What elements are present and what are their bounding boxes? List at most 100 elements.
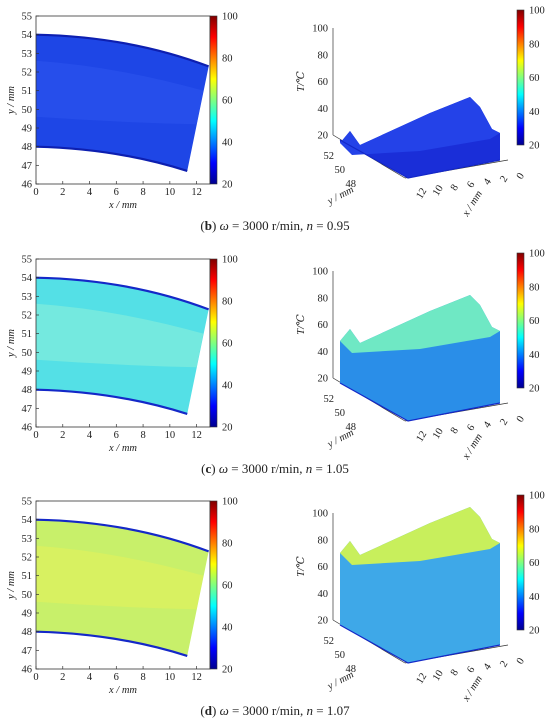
y-axis-label: y / mm: [6, 571, 17, 600]
y-tick-label: 52: [22, 553, 33, 564]
x3d-tick-label: 2: [498, 417, 510, 427]
colorbar-3d: [516, 9, 525, 146]
z-tick-label: 40: [318, 589, 329, 600]
y3d-tick-label: 48: [346, 422, 357, 433]
x3d-axis-label: x / mm: [460, 189, 485, 220]
z-tick-label: 100: [312, 509, 328, 520]
x-axis-label: x / mm: [108, 685, 137, 696]
y3d-tick-label: 50: [335, 165, 346, 176]
colorbar-3d-tick-label: 60: [529, 558, 540, 569]
x-tick-label: 4: [87, 430, 93, 441]
x-tick-label: 12: [191, 187, 202, 198]
x-axis-label: x / mm: [108, 200, 137, 211]
y-tick-label: 48: [22, 142, 33, 153]
colorbar-tick-label: 100: [222, 497, 238, 508]
x3d-tick-label: 8: [449, 183, 461, 193]
z-tick-label: 40: [318, 347, 329, 358]
colorbar-3d-tick-label: 100: [529, 6, 545, 17]
colorbar-3d-tick-label: 60: [529, 316, 540, 327]
x-tick-label: 10: [165, 430, 176, 441]
z-tick-label: 40: [318, 104, 329, 115]
x3d-tick-label: 4: [482, 661, 495, 672]
colorbar-3d: [516, 252, 525, 389]
y-tick-label: 53: [22, 534, 33, 545]
outer-edge: [35, 276, 210, 311]
caption: (d) ω = 3000 r/min, n = 1.07: [200, 703, 350, 718]
x3d-tick-label: 0: [515, 171, 527, 181]
y3d-axis-label: y / mm: [325, 669, 356, 693]
x3d-tick-label: 6: [465, 665, 477, 675]
colorbar-tick-label: 20: [222, 180, 233, 191]
x-tick-label: 6: [114, 187, 119, 198]
colorbar-3d-tick-label: 80: [529, 282, 540, 293]
y-tick-label: 48: [22, 385, 33, 396]
z-tick-label: 20: [318, 616, 329, 627]
y3d-tick-label: 52: [324, 636, 335, 647]
x-tick-label: 6: [114, 672, 119, 683]
caption: (c) ω = 3000 r/min, n = 1.05: [201, 461, 349, 476]
surface-top: [340, 97, 500, 155]
x3d-tick-label: 2: [498, 659, 510, 669]
x-axis-label: x / mm: [108, 443, 137, 454]
y3d-axis-label: y / mm: [325, 184, 356, 208]
colorbar-tick-label: 80: [222, 54, 233, 65]
colorbar-tick-label: 60: [222, 339, 233, 350]
y-tick-label: 53: [22, 49, 33, 60]
y3d-axis-label: y / mm: [325, 427, 356, 451]
colorbar-3d-tick-label: 40: [529, 350, 540, 361]
z-tick-label: 80: [318, 535, 329, 546]
colorbar-3d-tick-label: 20: [529, 384, 540, 395]
x3d-tick-label: 8: [449, 668, 461, 678]
y-tick-label: 47: [22, 161, 33, 172]
z-tick-label: 100: [312, 267, 328, 278]
colorbar-tick-label: 20: [222, 665, 233, 676]
surface-base-edge: [339, 382, 501, 422]
colorbar: [209, 15, 218, 185]
x-tick-label: 2: [60, 187, 65, 198]
inner-edge: [35, 388, 188, 415]
x-tick-label: 2: [60, 430, 65, 441]
colorbar-tick-label: 100: [222, 255, 238, 266]
colorbar-3d-tick-label: 40: [529, 592, 540, 603]
colorbar-3d-tick-label: 40: [529, 107, 540, 118]
x-tick-label: 8: [140, 187, 145, 198]
y-tick-label: 51: [22, 571, 33, 582]
colorbar-3d-tick-label: 80: [529, 39, 540, 50]
z-tick-label: 80: [318, 50, 329, 61]
x3d-tick-label: 0: [515, 414, 527, 424]
z-tick-label: 100: [312, 24, 328, 35]
x-tick-label: 2: [60, 672, 65, 683]
y-tick-label: 55: [22, 12, 33, 23]
x-tick-label: 0: [33, 430, 38, 441]
x3d-tick-label: 2: [498, 174, 510, 184]
y-tick-label: 47: [22, 646, 33, 657]
colorbar: [209, 500, 218, 670]
x-tick-label: 4: [87, 187, 93, 198]
x3d-tick-label: 4: [482, 176, 495, 187]
y-tick-label: 54: [22, 515, 33, 526]
surface-base-edge: [339, 139, 501, 179]
colorbar-tick-label: 60: [222, 96, 233, 107]
y3d-tick-label: 50: [335, 650, 346, 661]
z-tick-label: 80: [318, 293, 329, 304]
colorbar-3d: [516, 494, 525, 631]
y-tick-label: 47: [22, 404, 33, 415]
y-tick-label: 52: [22, 311, 33, 322]
x-tick-label: 6: [114, 430, 119, 441]
colorbar: [209, 258, 218, 428]
y-tick-label: 49: [22, 609, 33, 620]
colorbar-tick-label: 100: [222, 12, 238, 23]
x3d-tick-label: 12: [414, 186, 429, 201]
x3d-axis-label: x / mm: [460, 432, 485, 463]
surface-top: [340, 295, 500, 353]
y3d-tick-label: 48: [346, 179, 357, 190]
z-axis-label: T/℃: [296, 71, 307, 92]
y-tick-label: 46: [22, 180, 33, 191]
x3d-tick-label: 0: [515, 656, 527, 666]
temperature-field-core: [36, 303, 204, 368]
colorbar-tick-label: 20: [222, 423, 233, 434]
x3d-tick-label: 12: [414, 429, 429, 444]
x-tick-label: 8: [140, 672, 145, 683]
